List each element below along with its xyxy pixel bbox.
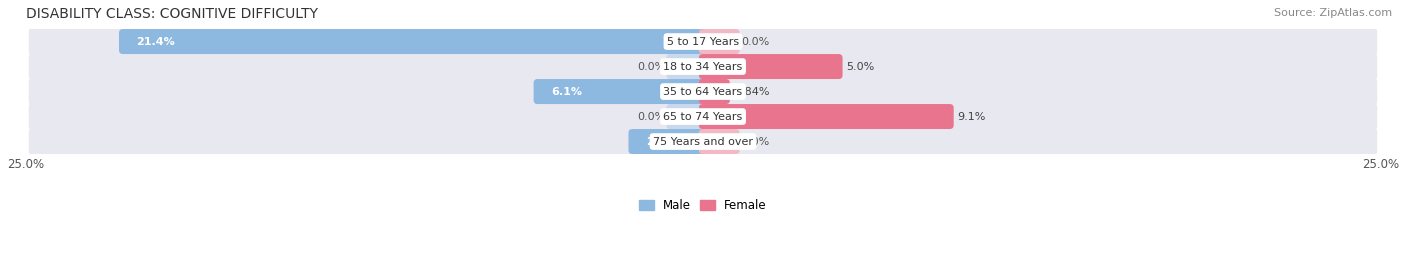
FancyBboxPatch shape (666, 104, 707, 129)
Text: 0.0%: 0.0% (741, 37, 769, 47)
Text: 2.6%: 2.6% (647, 137, 678, 147)
Text: 5 to 17 Years: 5 to 17 Years (666, 37, 740, 47)
Text: 21.4%: 21.4% (136, 37, 176, 47)
FancyBboxPatch shape (666, 54, 707, 79)
Text: 5.0%: 5.0% (846, 62, 875, 72)
Text: 6.1%: 6.1% (551, 87, 582, 97)
FancyBboxPatch shape (699, 29, 740, 54)
Text: 35 to 64 Years: 35 to 64 Years (664, 87, 742, 97)
Text: 0.84%: 0.84% (734, 87, 769, 97)
Text: 0.0%: 0.0% (637, 62, 665, 72)
Text: 65 to 74 Years: 65 to 74 Years (664, 112, 742, 122)
Text: 0.0%: 0.0% (741, 137, 769, 147)
FancyBboxPatch shape (120, 29, 707, 54)
Text: 0.0%: 0.0% (637, 112, 665, 122)
Text: 9.1%: 9.1% (957, 112, 986, 122)
Legend: Male, Female: Male, Female (634, 194, 772, 217)
FancyBboxPatch shape (699, 129, 740, 154)
FancyBboxPatch shape (534, 79, 707, 104)
FancyBboxPatch shape (28, 128, 1378, 155)
Text: DISABILITY CLASS: COGNITIVE DIFFICULTY: DISABILITY CLASS: COGNITIVE DIFFICULTY (25, 7, 318, 21)
FancyBboxPatch shape (699, 104, 953, 129)
FancyBboxPatch shape (28, 27, 1378, 56)
FancyBboxPatch shape (28, 77, 1378, 105)
FancyBboxPatch shape (628, 129, 707, 154)
Text: Source: ZipAtlas.com: Source: ZipAtlas.com (1274, 8, 1392, 18)
Text: 75 Years and over: 75 Years and over (652, 137, 754, 147)
FancyBboxPatch shape (28, 102, 1378, 130)
FancyBboxPatch shape (699, 54, 842, 79)
Text: 18 to 34 Years: 18 to 34 Years (664, 62, 742, 72)
FancyBboxPatch shape (699, 79, 730, 104)
FancyBboxPatch shape (28, 52, 1378, 80)
